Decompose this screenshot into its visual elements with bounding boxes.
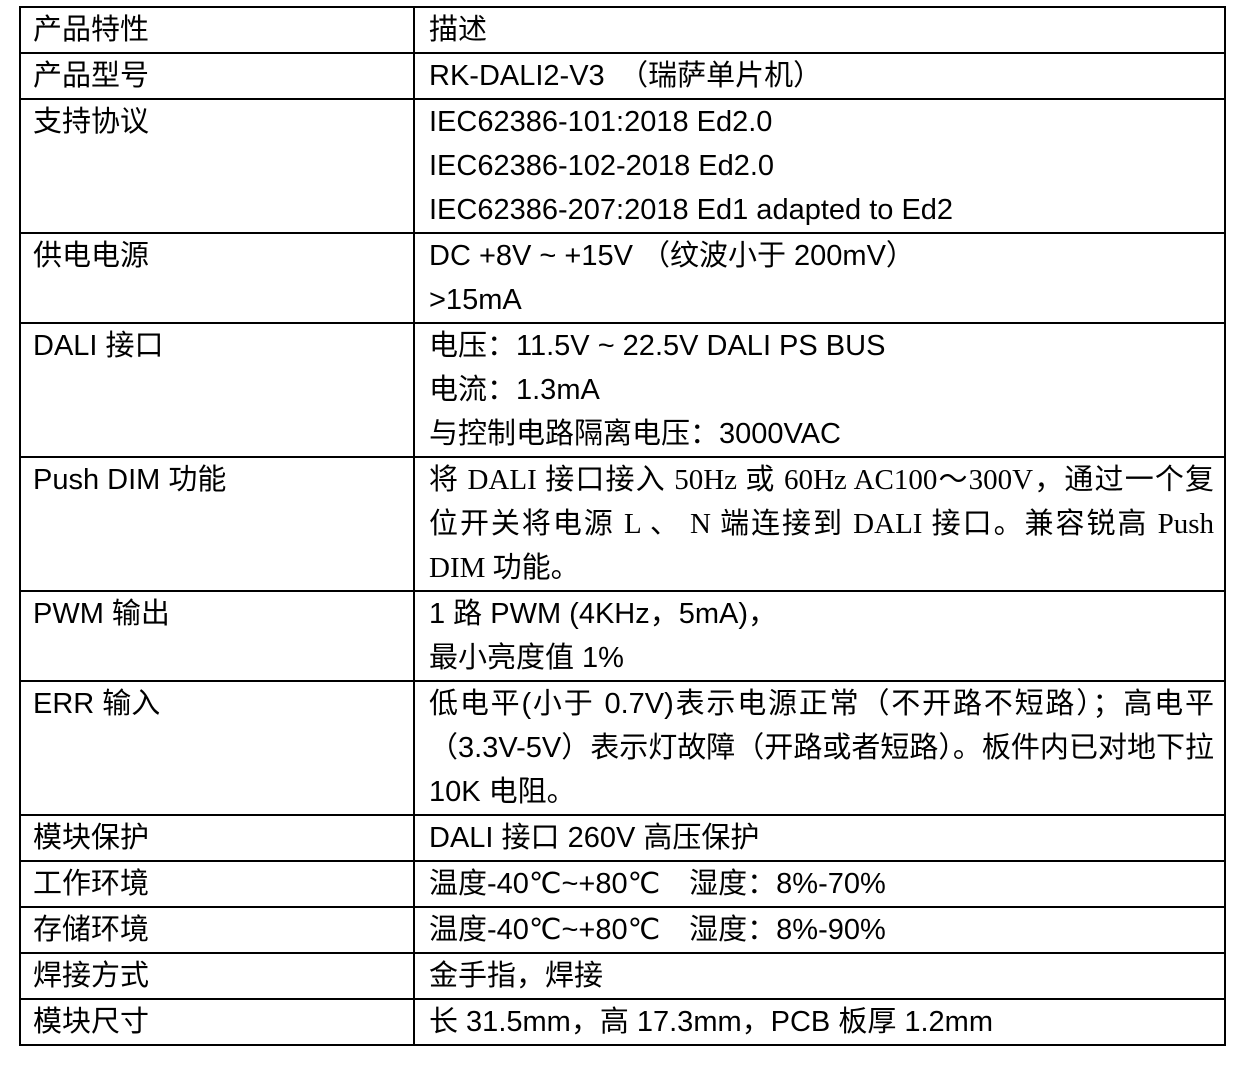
row-operating-environment: 工作环境 温度-40℃~+80℃ 湿度：8%-70%: [19, 860, 1226, 908]
description-cell: DC +8V ~ +15V （纹波小于 200mV） >15mA: [413, 232, 1226, 324]
feature-cell: Push DIM 功能: [19, 456, 415, 592]
description-cell: 金手指，焊接: [413, 952, 1226, 1000]
row-storage-environment: 存储环境 温度-40℃~+80℃ 湿度：8%-90%: [19, 906, 1226, 954]
description-cell: 将 DALI 接口接入 50Hz 或 60Hz AC100～300V，通过一个复…: [413, 456, 1226, 592]
product-spec-table: 产品特性 描述 产品型号 RK-DALI2-V3 （瑞萨单片机） 支持协议 IE…: [19, 6, 1226, 1046]
description-cell: 1 路 PWM (4KHz，5mA)， 最小亮度值 1%: [413, 590, 1226, 682]
row-pwm-output: PWM 输出 1 路 PWM (4KHz，5mA)， 最小亮度值 1%: [19, 590, 1226, 682]
row-module-dimensions: 模块尺寸 长 31.5mm，高 17.3mm，PCB 板厚 1.2mm: [19, 998, 1226, 1046]
row-product-model: 产品型号 RK-DALI2-V3 （瑞萨单片机）: [19, 52, 1226, 100]
row-power-supply: 供电电源 DC +8V ~ +15V （纹波小于 200mV） >15mA: [19, 232, 1226, 324]
feature-cell: 焊接方式: [19, 952, 415, 1000]
row-dali-interface: DALI 接口 电压：11.5V ~ 22.5V DALI PS BUS 电流：…: [19, 322, 1226, 458]
description-cell: IEC62386-101:2018 Ed2.0 IEC62386-102-201…: [413, 98, 1226, 234]
feature-cell: ERR 输入: [19, 680, 415, 816]
table-header-row: 产品特性 描述: [19, 6, 1226, 54]
feature-cell: PWM 输出: [19, 590, 415, 682]
description-cell: 电压：11.5V ~ 22.5V DALI PS BUS 电流：1.3mA 与控…: [413, 322, 1226, 458]
feature-cell: 存储环境: [19, 906, 415, 954]
row-supported-protocols: 支持协议 IEC62386-101:2018 Ed2.0 IEC62386-10…: [19, 98, 1226, 234]
row-err-input: ERR 输入 低电平(小于 0.7V)表示电源正常（不开路不短路）；高电平（3.…: [19, 680, 1226, 816]
feature-cell: 产品型号: [19, 52, 415, 100]
description-cell: RK-DALI2-V3 （瑞萨单片机）: [413, 52, 1226, 100]
feature-cell: 模块尺寸: [19, 998, 415, 1046]
description-cell: DALI 接口 260V 高压保护: [413, 814, 1226, 862]
description-cell: 低电平(小于 0.7V)表示电源正常（不开路不短路）；高电平（3.3V-5V）表…: [413, 680, 1226, 816]
description-cell: 长 31.5mm，高 17.3mm，PCB 板厚 1.2mm: [413, 998, 1226, 1046]
description-cell: 温度-40℃~+80℃ 湿度：8%-70%: [413, 860, 1226, 908]
feature-cell: 支持协议: [19, 98, 415, 234]
feature-cell: 供电电源: [19, 232, 415, 324]
description-cell: 温度-40℃~+80℃ 湿度：8%-90%: [413, 906, 1226, 954]
row-module-protection: 模块保护 DALI 接口 260V 高压保护: [19, 814, 1226, 862]
feature-cell: DALI 接口: [19, 322, 415, 458]
row-soldering-method: 焊接方式 金手指，焊接: [19, 952, 1226, 1000]
row-push-dim-function: Push DIM 功能 将 DALI 接口接入 50Hz 或 60Hz AC10…: [19, 456, 1226, 592]
header-feature-cell: 产品特性: [19, 6, 415, 54]
feature-cell: 模块保护: [19, 814, 415, 862]
header-description-cell: 描述: [413, 6, 1226, 54]
feature-cell: 工作环境: [19, 860, 415, 908]
